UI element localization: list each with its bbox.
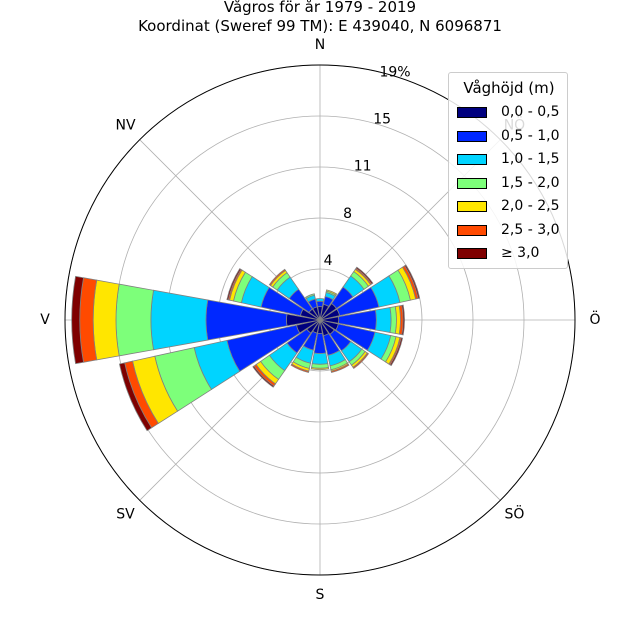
polar-frame [64, 64, 576, 576]
radial-tick-label-4: 19% [379, 64, 410, 80]
bar-ÖNÖ-6 [404, 264, 421, 299]
direction-label-V: V [40, 312, 50, 328]
legend-label: 2,5 - 3,0 [501, 221, 560, 238]
legend-entry: 1,5 - 2,0 [457, 174, 567, 194]
bar-NNV-3 [304, 293, 316, 300]
radial-tick-label-1: 8 [343, 206, 352, 222]
direction-label-NV: NV [116, 118, 136, 134]
direction-label-N: N [315, 37, 325, 53]
legend-label: 2,0 - 2,5 [501, 198, 560, 214]
bar-SÖ-5 [352, 352, 370, 370]
legend-entry: 0,5 - 1,0 [457, 127, 567, 147]
bar-SV-6 [252, 365, 275, 388]
legend-label: 0,5 - 1,0 [501, 127, 560, 144]
radial-tick-label-2: 11 [354, 159, 372, 175]
legend-swatch [457, 224, 487, 236]
bar-V-6 [71, 275, 84, 365]
legend-swatch [457, 130, 487, 142]
outer-circle [64, 64, 576, 576]
legend-swatch [457, 154, 487, 165]
legend-label: 1,0 - 1,5 [501, 151, 560, 167]
legend-entry: 1,0 - 1,5 [457, 151, 567, 170]
bar-V-3 [115, 283, 154, 357]
legend-entry: 2,5 - 3,0 [457, 221, 567, 241]
bar-ÖSÖ-6 [389, 337, 404, 367]
legend-swatch [457, 248, 487, 259]
bar-SSV-5 [290, 363, 310, 373]
legend-title: Våghöjd (m) [463, 79, 555, 97]
bar-N-2 [315, 298, 325, 302]
chart-subtitle: Koordinat (Sweref 99 TM): E 439040, N 60… [138, 17, 502, 35]
direction-label-S: S [316, 587, 325, 603]
bar-SSÖ-5 [330, 363, 350, 373]
legend-swatch [457, 177, 487, 189]
legend-label: ≥ 3,0 [501, 245, 540, 261]
direction-label-SÖ: SÖ [505, 504, 525, 522]
legend: Våghöjd (m) 0,0 - 0,5 0,5 - 1,0 1,0 - 1,5 1… [448, 72, 568, 269]
legend-entry: 2,0 - 2,5 [457, 198, 567, 217]
legend-swatch [457, 201, 487, 212]
bar-S-2 [311, 352, 329, 365]
bar-S-4 [310, 367, 330, 371]
bar-V-4 [92, 279, 120, 361]
bar-NNÖ-4 [325, 289, 338, 296]
legend-label: 1,5 - 2,0 [501, 174, 560, 191]
bar-NÖ-6 [355, 266, 374, 285]
bar-NV-5 [268, 268, 287, 287]
direction-label-SV: SV [116, 506, 135, 522]
legend-entry: ≥ 3,0 [457, 245, 567, 264]
bar-N-1 [316, 300, 324, 308]
legend-label: 0,0 - 0,5 [501, 104, 560, 120]
radial-tick-label-3: 15 [373, 112, 391, 128]
bar-VNV-6 [226, 268, 242, 301]
bar-Ö-6 [401, 304, 405, 336]
bar-Ö-2 [375, 307, 392, 333]
wind-rose-bars [71, 264, 421, 432]
direction-label-Ö: Ö [589, 310, 600, 328]
legend-entry: 0,0 - 0,5 [457, 104, 567, 123]
chart-title: Vågros för år 1979 - 2019 [223, 0, 417, 16]
legend-swatch [457, 107, 487, 118]
bar-V-2 [150, 289, 209, 351]
bar-VSV-6 [118, 362, 153, 432]
radial-tick-label-0: 4 [324, 253, 333, 269]
